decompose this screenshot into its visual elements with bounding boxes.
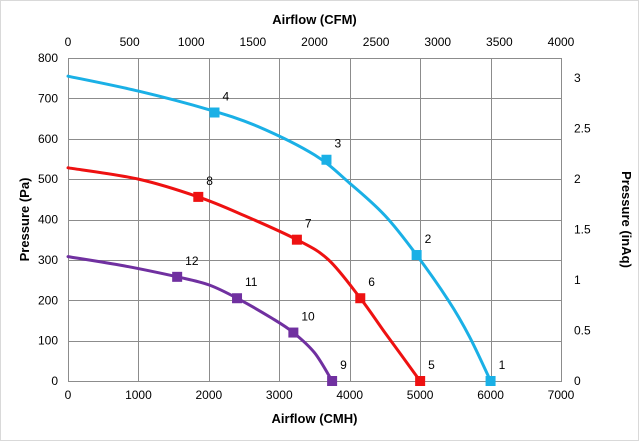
- data-point-marker: [193, 191, 204, 202]
- y-tick-label: 700: [38, 91, 58, 105]
- data-point-label: 5: [428, 358, 435, 372]
- data-point-marker: [172, 271, 183, 282]
- y2-tick-label: 1: [574, 273, 581, 287]
- data-point-label: 8: [206, 174, 213, 188]
- x-tick-label: 2000: [196, 388, 223, 402]
- data-point-marker: [415, 376, 426, 386]
- y2-tick-label: 2: [574, 172, 581, 186]
- data-point-marker: [321, 154, 332, 165]
- x2-tick-label: 2500: [363, 35, 390, 49]
- y2-tick-label: 0.5: [574, 324, 591, 338]
- series-3: 12 11 10 9: [66, 254, 347, 386]
- series-line: [66, 74, 493, 383]
- left-axis-title: Pressure (Pa): [17, 178, 32, 262]
- y-tick-label: 500: [38, 172, 58, 186]
- right-axis-title: Pressure (inAq): [619, 171, 634, 268]
- y-tick-label: 300: [38, 253, 58, 267]
- x2-tick-label: 3500: [486, 35, 513, 49]
- x2-tick-label: 4000: [548, 35, 575, 49]
- data-point-label: 9: [340, 358, 347, 372]
- data-point-label: 1: [499, 358, 506, 372]
- y-tick-label: 400: [38, 213, 58, 227]
- data-point-marker: [232, 293, 243, 304]
- data-point-label: 6: [368, 275, 375, 289]
- data-point-label: 2: [425, 232, 432, 246]
- x2-tick-label: 3000: [424, 35, 451, 49]
- data-point-marker: [411, 250, 422, 261]
- x-tick-label: 6000: [477, 388, 504, 402]
- data-point-marker: [291, 234, 302, 245]
- x2-tick-label: 0: [65, 35, 72, 49]
- y-tick-label: 600: [38, 132, 58, 146]
- x-tick-label: 1000: [125, 388, 152, 402]
- data-point-marker: [485, 376, 496, 386]
- data-point-label: 7: [305, 217, 312, 231]
- y-tick-label: 200: [38, 293, 58, 307]
- y2-tick-label: 0: [574, 374, 581, 388]
- x-tick-label: 4000: [336, 388, 363, 402]
- y2-tick-label: 2.5: [574, 122, 591, 136]
- data-point-marker: [288, 327, 299, 338]
- x2-tick-label: 1500: [240, 35, 267, 49]
- x2-tick-label: 1000: [178, 35, 205, 49]
- data-point-marker: [327, 376, 338, 386]
- series-2: 8 7 6 5: [66, 166, 435, 386]
- data-point-label: 4: [222, 90, 229, 104]
- top-axis-title: Airflow (CFM): [272, 12, 356, 27]
- data-point-label: 3: [334, 137, 341, 151]
- x-tick-label: 3000: [266, 388, 293, 402]
- y-tick-label: 800: [38, 51, 58, 65]
- plot-area: [68, 58, 562, 382]
- data-point-marker: [209, 107, 220, 118]
- data-point-label: 12: [185, 254, 199, 268]
- x2-tick-label: 2000: [301, 35, 328, 49]
- x2-tick-label: 500: [120, 35, 140, 49]
- data-point-marker: [355, 293, 366, 304]
- x-tick-label: 5000: [407, 388, 434, 402]
- series: 4 3 2 1 8 7 6 5 12 11 10 9: [66, 74, 506, 386]
- y-tick-label: 100: [38, 334, 58, 348]
- y2-tick-label: 3: [574, 71, 581, 85]
- series-1: 4 3 2 1: [66, 74, 506, 386]
- x-tick-label: 7000: [548, 388, 575, 402]
- data-point-label: 10: [301, 310, 315, 324]
- x-tick-label: 0: [65, 388, 72, 402]
- data-point-label: 11: [245, 275, 258, 289]
- y-tick-label: 0: [51, 374, 58, 388]
- bottom-axis-title: Airflow (CMH): [272, 411, 358, 426]
- y2-tick-label: 1.5: [574, 223, 591, 237]
